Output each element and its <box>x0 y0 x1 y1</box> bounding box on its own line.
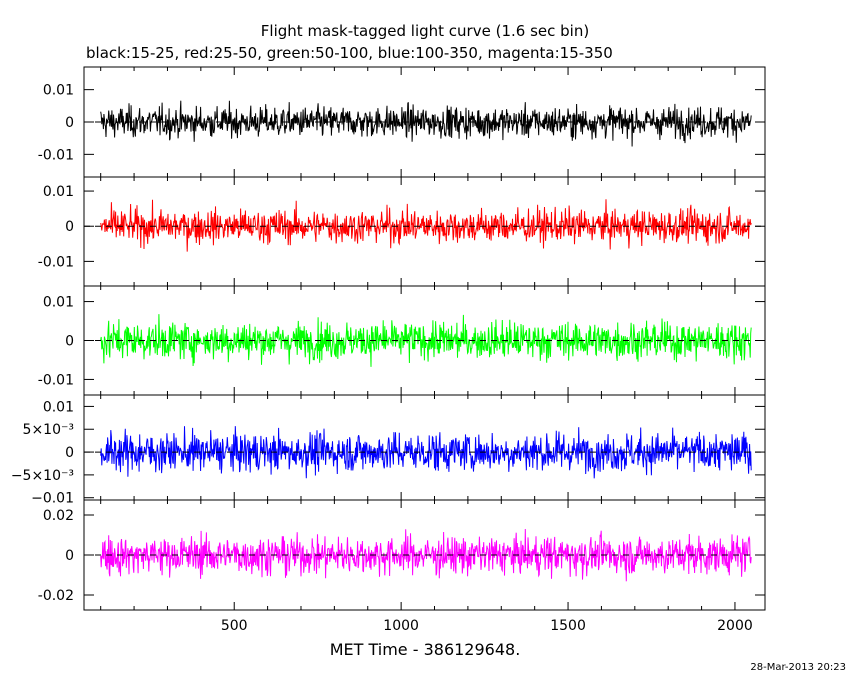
y-tick-label-3-4: −0.01 <box>31 491 74 507</box>
y-tick-label-4-0: 0.02 <box>43 508 74 524</box>
y-tick-label-1-2: -0.01 <box>38 254 74 270</box>
y-tick-label-3-1: 5×10⁻³ <box>23 422 74 438</box>
y-tick-label-3-3: −5×10⁻³ <box>11 468 74 484</box>
x-tick-label-2: 1500 <box>550 618 586 634</box>
y-tick-label-3-0: 0.01 <box>43 399 74 415</box>
y-tick-label-2-1: 0 <box>65 334 74 350</box>
series-line-4 <box>100 528 752 582</box>
x-tick-label-3: 2000 <box>717 618 753 634</box>
x-tick-label-1: 1000 <box>383 618 419 634</box>
timestamp: 28-Mar-2013 20:23 <box>750 662 846 673</box>
y-tick-label-0-0: 0.01 <box>43 83 74 99</box>
y-tick-label-1-0: 0.01 <box>43 184 74 200</box>
series-line-0 <box>100 100 752 147</box>
y-tick-label-3-2: 0 <box>65 445 74 461</box>
chart-subtitle: black:15-25, red:25-50, green:50-100, bl… <box>86 44 613 62</box>
chart-title: Flight mask-tagged light curve (1.6 sec … <box>260 22 590 40</box>
x-tick-label-0: 500 <box>221 618 248 634</box>
y-tick-label-4-1: 0 <box>65 548 74 564</box>
panel-frame-4 <box>83 499 766 611</box>
x-axis-label: MET Time - 386129648. <box>329 640 521 659</box>
y-tick-label-2-2: -0.01 <box>38 372 74 388</box>
y-tick-label-1-1: 0 <box>65 219 74 235</box>
y-tick-label-0-1: 0 <box>65 115 74 131</box>
y-tick-label-2-0: 0.01 <box>43 295 74 311</box>
series-line-1 <box>100 199 752 252</box>
series-line-2 <box>100 314 752 367</box>
series-line-3 <box>100 426 752 479</box>
y-tick-label-4-2: -0.02 <box>38 588 74 604</box>
y-tick-label-0-2: -0.01 <box>38 147 74 163</box>
